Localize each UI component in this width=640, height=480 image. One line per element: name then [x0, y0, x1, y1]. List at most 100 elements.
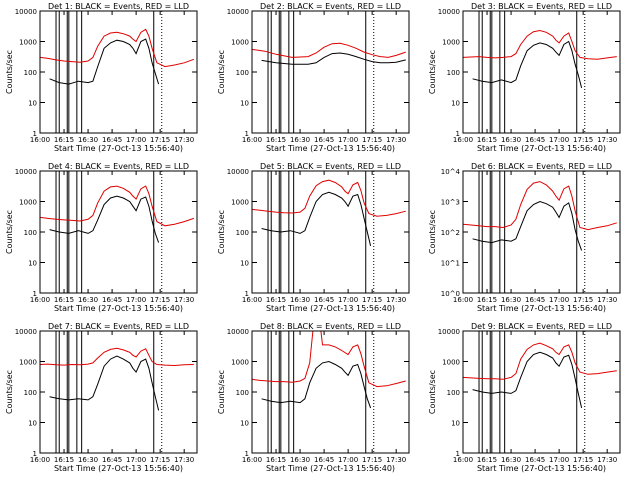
subplot-4: Det 4: BLACK = Events, RED = LLD 16:00 16:… [5, 162, 198, 313]
subplot-6: Det 6: BLACK = Events, RED = LLD 16:00 16:… [428, 162, 621, 313]
x-tick-label: 16:30 [78, 296, 98, 304]
plot-frame [251, 10, 410, 134]
y-tick-label: 10000 [227, 168, 249, 176]
plot-frame [39, 330, 198, 454]
y-tick-label: 1 [245, 130, 249, 138]
x-tick-label: 17:30 [174, 136, 194, 144]
x-tick-label: 16:45 [525, 136, 545, 144]
x-tick-label: 16:30 [501, 136, 521, 144]
lld-series-line [39, 347, 194, 367]
x-tick-label: 16:30 [290, 296, 310, 304]
x-axis-label: Start Time (27-Oct-13 15:56:40) [477, 304, 606, 313]
x-tick-label: 16:15 [266, 296, 286, 304]
x-tick-label: 17:15 [150, 456, 170, 464]
events-series-line [472, 40, 583, 89]
y-axis-label: Counts/sec [428, 370, 437, 414]
lld-series-line [251, 330, 406, 388]
y-tick-label: 1000 [442, 39, 460, 47]
x-tick-label: 17:30 [386, 296, 406, 304]
y-tick-label: 1 [456, 450, 460, 458]
subplot-title: Det 5: BLACK = Events, RED = LLD [260, 162, 401, 171]
x-tick-label: 16:30 [501, 296, 521, 304]
x-tick-label: 16:45 [314, 296, 334, 304]
x-axis-label: Start Time (27-Oct-13 15:56:40) [266, 144, 395, 153]
y-tick-label: 100 [236, 389, 249, 397]
plot-frame [462, 170, 621, 294]
events-series-line [49, 195, 160, 243]
x-axis-label: Start Time (27-Oct-13 15:56:40) [54, 304, 183, 313]
x-tick-label: 16:30 [290, 136, 310, 144]
events-series-line [472, 351, 583, 409]
subplot-7: Det 7: BLACK = Events, RED = LLD 16:00 16:… [5, 322, 198, 473]
x-tick-label: 16:45 [102, 136, 122, 144]
lld-series-line [462, 181, 617, 231]
events-series-line [261, 191, 372, 247]
x-tick-label: 16:15 [477, 456, 497, 464]
x-tick-label: 16:00 [453, 456, 473, 464]
y-tick-label: 10 [240, 420, 249, 428]
y-tick-label: 100 [447, 389, 460, 397]
x-tick-label: 16:15 [266, 456, 286, 464]
lld-series-line [39, 185, 194, 227]
y-tick-label: 1 [33, 450, 37, 458]
x-tick-label: 17:15 [362, 456, 382, 464]
events-series-line [472, 200, 583, 251]
y-tick-label: 1 [245, 450, 249, 458]
subplot-title: Det 1: BLACK = Events, RED = LLD [48, 2, 189, 11]
x-tick-label: 17:00 [549, 136, 569, 144]
x-tick-label: 16:30 [290, 456, 310, 464]
subplot-title: Det 7: BLACK = Events, RED = LLD [48, 322, 189, 331]
x-axis-label: Start Time (27-Oct-13 15:56:40) [477, 464, 606, 473]
y-tick-label: 1 [245, 290, 249, 298]
x-tick-label: 17:15 [573, 136, 593, 144]
x-tick-label: 16:15 [54, 456, 74, 464]
y-tick-label: 100 [236, 229, 249, 237]
x-tick-label: 17:30 [386, 456, 406, 464]
subplot-title: Det 3: BLACK = Events, RED = LLD [471, 2, 612, 11]
y-tick-label: 10 [240, 260, 249, 268]
y-tick-label: 10^1 [441, 260, 460, 268]
x-tick-label: 16:00 [30, 456, 50, 464]
x-tick-label: 16:15 [477, 136, 497, 144]
x-tick-label: 16:00 [242, 296, 262, 304]
y-tick-label: 1 [33, 130, 37, 138]
x-tick-label: 16:45 [525, 296, 545, 304]
subplot-3: Det 3: BLACK = Events, RED = LLD 16:00 16:… [428, 2, 621, 153]
x-tick-label: 17:00 [126, 456, 146, 464]
x-axis-label: Start Time (27-Oct-13 15:56:40) [266, 464, 395, 473]
x-tick-label: 16:15 [54, 136, 74, 144]
y-tick-label: 10^0 [441, 290, 460, 298]
subplot-2: Det 2: BLACK = Events, RED = LLD 16:00 16:… [217, 2, 410, 153]
x-tick-label: 16:00 [453, 296, 473, 304]
x-tick-label: 17:15 [362, 296, 382, 304]
y-tick-label: 1000 [231, 39, 249, 47]
x-tick-label: 17:00 [338, 456, 358, 464]
y-tick-label: 100 [24, 229, 37, 237]
x-tick-label: 16:45 [102, 456, 122, 464]
x-tick-label: 17:00 [126, 296, 146, 304]
y-tick-label: 10 [451, 100, 460, 108]
lld-series-line [39, 28, 194, 68]
lld-series-line [462, 342, 617, 380]
y-tick-label: 1000 [231, 359, 249, 367]
y-tick-label: 1000 [19, 359, 37, 367]
y-axis-label: Counts/sec [5, 210, 14, 254]
y-axis-label: Counts/sec [428, 210, 437, 254]
y-tick-label: 10^2 [441, 229, 460, 237]
y-tick-label: 100 [236, 69, 249, 77]
y-tick-label: 10000 [15, 8, 37, 16]
plot-frame [462, 330, 621, 454]
x-tick-label: 17:00 [549, 456, 569, 464]
x-axis-label: Start Time (27-Oct-13 15:56:40) [266, 304, 395, 313]
x-tick-label: 16:30 [78, 136, 98, 144]
subplot-title: Det 2: BLACK = Events, RED = LLD [260, 2, 401, 11]
subplot-5: Det 5: BLACK = Events, RED = LLD 16:00 16:… [217, 162, 410, 313]
y-tick-label: 10000 [438, 328, 460, 336]
y-tick-label: 10000 [227, 328, 249, 336]
y-axis-label: Counts/sec [428, 50, 437, 94]
events-series-line [49, 38, 160, 85]
x-axis-label: Start Time (27-Oct-13 15:56:40) [54, 464, 183, 473]
x-tick-label: 17:00 [126, 136, 146, 144]
y-tick-label: 10 [240, 100, 249, 108]
